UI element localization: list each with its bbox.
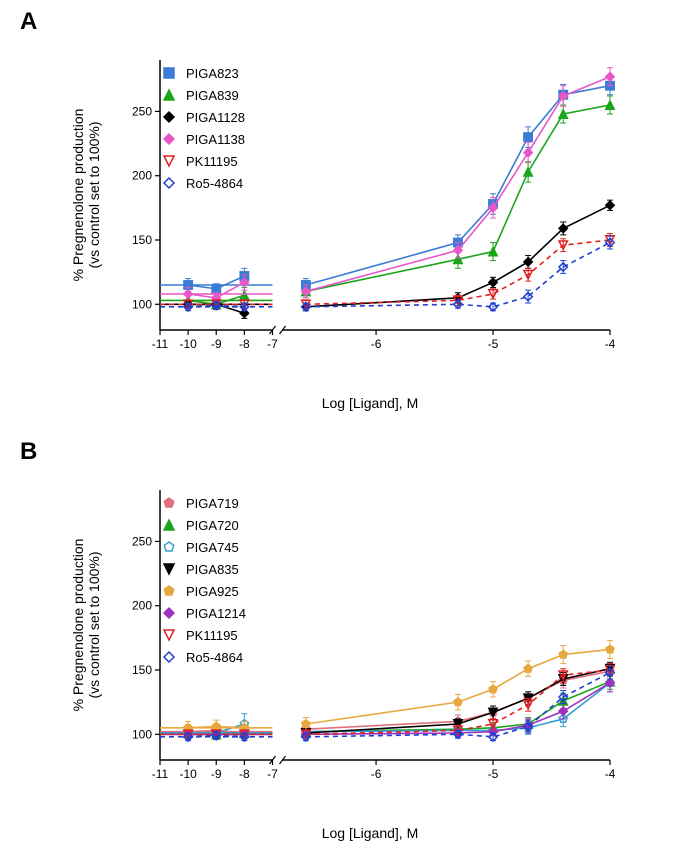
panel-a-label: A [20,8,37,36]
pentagon-filled-icon [160,496,178,510]
panel-b-legend: PIGA719 PIGA720 PIGA745 PIGA835 PIGA925 PIGA1… [160,492,246,668]
panel-a-ylabel-text: % Pregnenolone production(vs control set… [70,109,102,282]
panel-a-legend: PIGA823 PIGA839 PIGA1128 PIGA1138 PK11195 Ro5… [160,62,245,194]
legend-item: PIGA925 [160,580,246,602]
svg-text:-5: -5 [488,767,499,781]
pentagon-open-icon [160,540,178,554]
panel-a-ylabel: % Pregnenolone production(vs control set… [70,45,102,345]
svg-text:250: 250 [132,104,152,118]
legend-item: PIGA720 [160,514,246,536]
svg-text:-9: -9 [211,337,222,351]
legend-item: PK11195 [160,624,246,646]
svg-text:-7: -7 [267,337,278,351]
legend-label: PIGA839 [186,88,239,103]
legend-label: Ro5-4864 [186,650,243,665]
panel-b-xlabel-text: Log [Ligand], M [322,825,419,841]
legend-item: PIGA1128 [160,106,245,128]
panel-b-xlabel: Log [Ligand], M [270,825,470,841]
square-filled-icon [160,66,178,80]
figure: A 100 150 200 250 -11 -10 -9 -8 -7 -6 -5 -4 % Pregn… [0,0,675,866]
svg-text:100: 100 [132,727,152,741]
svg-text:-10: -10 [179,767,197,781]
legend-label: PIGA719 [186,496,239,511]
triangle-up-filled-icon [160,88,178,102]
legend-item: PIGA745 [160,536,246,558]
legend-label: PIGA1128 [186,110,245,125]
svg-text:-9: -9 [211,767,222,781]
legend-label: PIGA925 [186,584,239,599]
legend-label: PIGA745 [186,540,239,555]
svg-text:200: 200 [132,169,152,183]
svg-text:-11: -11 [152,767,169,781]
svg-text:-7: -7 [267,767,278,781]
triangle-down-filled-icon [160,562,178,576]
svg-text:200: 200 [132,599,152,613]
legend-label: PIGA823 [186,66,239,81]
legend-label: PK11195 [186,154,238,169]
svg-text:150: 150 [132,663,152,677]
legend-item: PIGA839 [160,84,245,106]
svg-text:-4: -4 [605,337,616,351]
panel-a-xlabel-text: Log [Ligand], M [322,395,419,411]
legend-label: PIGA1214 [186,606,246,621]
svg-text:-8: -8 [239,767,250,781]
triangle-up-filled-icon [160,518,178,532]
diamond-open-icon [160,176,178,190]
triangle-down-open-icon [160,628,178,642]
legend-label: PIGA720 [186,518,239,533]
svg-text:-6: -6 [371,767,382,781]
legend-item: PIGA835 [160,558,246,580]
pentagon-filled-icon [160,584,178,598]
svg-text:-6: -6 [371,337,382,351]
legend-label: PIGA1138 [186,132,245,147]
diamond-open-icon [160,650,178,664]
svg-text:100: 100 [132,297,152,311]
legend-item: Ro5-4864 [160,646,246,668]
legend-item: PK11195 [160,150,245,172]
svg-text:250: 250 [132,534,152,548]
legend-item: PIGA1138 [160,128,245,150]
diamond-filled-icon [160,110,178,124]
svg-text:-11: -11 [152,337,169,351]
panel-b-ylabel-text: % Pregnenolone production(vs control set… [70,539,102,712]
legend-label: PK11195 [186,628,238,643]
legend-item: PIGA1214 [160,602,246,624]
svg-text:-5: -5 [488,337,499,351]
legend-label: PIGA835 [186,562,239,577]
legend-item: Ro5-4864 [160,172,245,194]
diamond-filled-icon [160,606,178,620]
legend-label: Ro5-4864 [186,176,243,191]
svg-text:-10: -10 [179,337,197,351]
svg-text:-4: -4 [605,767,616,781]
triangle-down-open-icon [160,154,178,168]
legend-item: PIGA719 [160,492,246,514]
legend-item: PIGA823 [160,62,245,84]
svg-text:150: 150 [132,233,152,247]
svg-text:-8: -8 [239,337,250,351]
panel-b-label: B [20,438,37,466]
diamond-filled-icon [160,132,178,146]
panel-b-ylabel: % Pregnenolone production(vs control set… [70,475,102,775]
panel-a-xlabel: Log [Ligand], M [270,395,470,411]
